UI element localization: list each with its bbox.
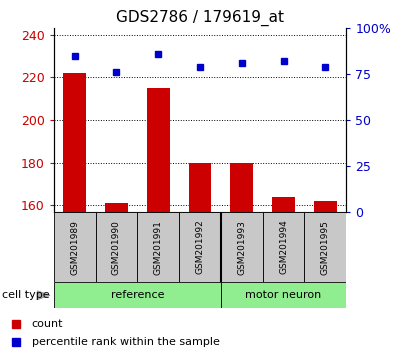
Bar <box>96 212 137 282</box>
Bar <box>63 73 86 212</box>
Bar <box>189 162 211 212</box>
Bar <box>137 212 179 282</box>
Bar <box>105 203 128 212</box>
Text: cell type: cell type <box>2 290 50 300</box>
Text: GSM201992: GSM201992 <box>195 220 205 274</box>
Text: GSM201994: GSM201994 <box>279 220 288 274</box>
Text: motor neuron: motor neuron <box>246 290 322 300</box>
Bar <box>272 197 295 212</box>
Bar <box>263 212 304 282</box>
Bar <box>221 282 346 308</box>
Bar <box>304 212 346 282</box>
Text: reference: reference <box>111 290 164 300</box>
Bar <box>54 282 221 308</box>
Text: GSM201990: GSM201990 <box>112 219 121 275</box>
Bar <box>230 162 253 212</box>
Bar <box>54 212 96 282</box>
Polygon shape <box>37 291 50 300</box>
Bar <box>179 212 221 282</box>
Bar <box>221 212 263 282</box>
Bar <box>147 88 170 212</box>
Text: GSM201995: GSM201995 <box>321 219 330 275</box>
Text: GSM201993: GSM201993 <box>237 219 246 275</box>
Text: GSM201989: GSM201989 <box>70 219 79 275</box>
Text: count: count <box>32 319 63 329</box>
Bar <box>314 201 337 212</box>
Title: GDS2786 / 179619_at: GDS2786 / 179619_at <box>116 9 284 25</box>
Text: GSM201991: GSM201991 <box>154 219 163 275</box>
Text: percentile rank within the sample: percentile rank within the sample <box>32 337 220 348</box>
